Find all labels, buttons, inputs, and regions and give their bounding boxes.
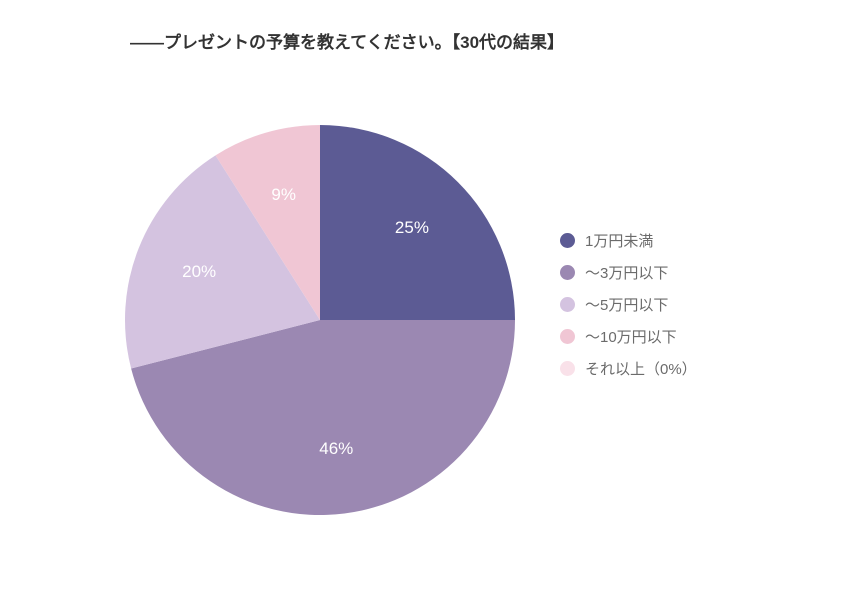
- legend-label: 1万円未満: [585, 230, 653, 251]
- legend-swatch: [560, 265, 575, 280]
- legend-label: それ以上（0%）: [585, 358, 697, 379]
- slice-label-s2: 46%: [319, 439, 353, 459]
- legend-label: 〜5万円以下: [585, 294, 668, 315]
- legend-item-s4: 〜10万円以下: [560, 326, 697, 347]
- legend-swatch: [560, 361, 575, 376]
- legend-swatch: [560, 233, 575, 248]
- legend-swatch: [560, 329, 575, 344]
- slice-label-s1: 25%: [395, 218, 429, 238]
- legend: 1万円未満〜3万円以下〜5万円以下〜10万円以下それ以上（0%）: [560, 230, 697, 379]
- chart-title: ——プレゼントの予算を教えてください。【30代の結果】: [130, 28, 564, 53]
- legend-item-s1: 1万円未満: [560, 230, 697, 251]
- legend-swatch: [560, 297, 575, 312]
- slice-label-s3: 20%: [182, 262, 216, 282]
- legend-item-s2: 〜3万円以下: [560, 262, 697, 283]
- pie-chart: 25% 46% 20% 9%: [115, 115, 525, 525]
- legend-item-s3: 〜5万円以下: [560, 294, 697, 315]
- legend-label: 〜10万円以下: [585, 326, 677, 347]
- slice-label-s4: 9%: [271, 185, 296, 205]
- legend-label: 〜3万円以下: [585, 262, 668, 283]
- legend-item-s5: それ以上（0%）: [560, 358, 697, 379]
